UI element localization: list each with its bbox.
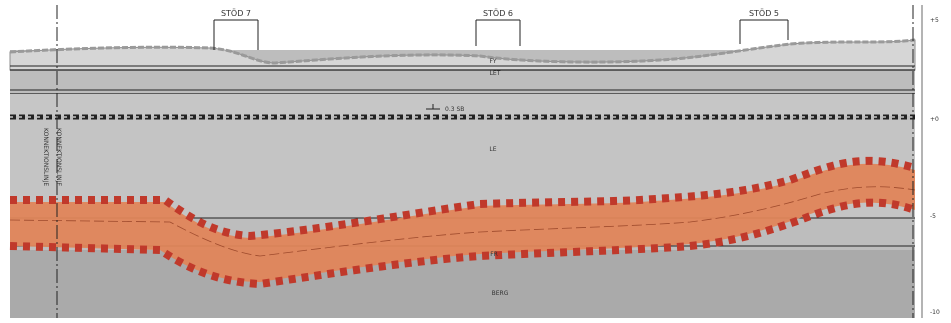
water-level-label: 0.3 SB — [445, 106, 464, 113]
label-let: LET — [490, 70, 501, 77]
support-5-label: STÖD 5 — [749, 8, 779, 18]
elevation-label-plus5: +5 — [930, 17, 939, 24]
support-7: STÖD 7 — [213, 8, 259, 50]
let-band — [10, 94, 915, 116]
connection-line-label-a: KONNEKTIONSLINJE — [42, 128, 49, 186]
support-6: STÖD 6 — [475, 8, 521, 46]
label-fy: FY — [489, 58, 496, 65]
water-level-marker: 0.3 SB — [426, 104, 464, 113]
tunnel-band — [10, 163, 915, 282]
support-7-label: STÖD 7 — [221, 8, 251, 18]
elevation-label-minus10: -10 — [930, 309, 940, 316]
label-fr: FR — [490, 251, 498, 258]
tunnel-center-line — [9, 186, 916, 257]
label-le: LE — [489, 146, 496, 153]
tunnel-top-boundary — [10, 156, 917, 241]
elevation-label-0: +0 — [930, 116, 939, 123]
ground-surface-hatch — [9, 38, 916, 65]
tunnel-bottom-boundary — [9, 198, 917, 289]
support-5: STÖD 5 — [739, 8, 789, 44]
connection-line-label-b: KONNEKTIONSLINJE — [55, 128, 62, 186]
elevation-label-minus5: -5 — [930, 213, 936, 220]
label-berg: BERG — [492, 290, 509, 297]
support-6-label: STÖD 6 — [483, 8, 513, 18]
